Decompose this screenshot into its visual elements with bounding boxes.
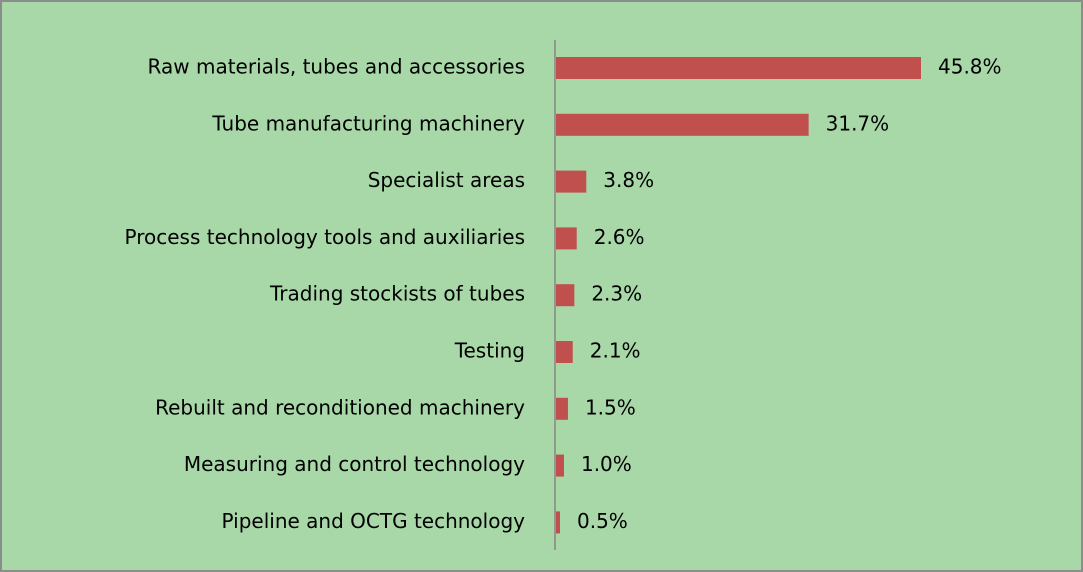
value-label: 2.3% xyxy=(591,282,642,306)
bar xyxy=(556,57,921,79)
bar xyxy=(556,227,577,250)
value-label: 2.6% xyxy=(594,225,645,249)
value-label: 0.5% xyxy=(577,509,628,533)
category-label: Specialist areas xyxy=(368,168,525,192)
value-label: 1.5% xyxy=(585,395,636,419)
bar xyxy=(556,341,573,363)
category-label: Tube manufacturing machinery xyxy=(211,111,525,135)
bar xyxy=(556,511,560,534)
bar xyxy=(556,284,575,307)
category-label: Rebuilt and reconditioned machinery xyxy=(155,395,525,419)
value-label: 1.0% xyxy=(581,452,632,476)
category-label: Pipeline and OCTG technology xyxy=(222,509,526,533)
category-label: Process technology tools and auxiliaries xyxy=(125,225,525,249)
category-label: Trading stockists of tubes xyxy=(269,282,525,306)
bar xyxy=(556,170,587,193)
category-label: Raw materials, tubes and accessories xyxy=(148,55,525,79)
bar xyxy=(556,454,564,477)
category-label: Measuring and control technology xyxy=(184,452,525,476)
value-label: 3.8% xyxy=(603,168,654,192)
bar xyxy=(556,397,568,420)
value-label: 45.8% xyxy=(938,55,1002,79)
value-label: 2.1% xyxy=(590,339,641,363)
value-label: 31.7% xyxy=(826,111,890,135)
bar xyxy=(556,113,809,136)
category-label: Testing xyxy=(454,339,525,363)
